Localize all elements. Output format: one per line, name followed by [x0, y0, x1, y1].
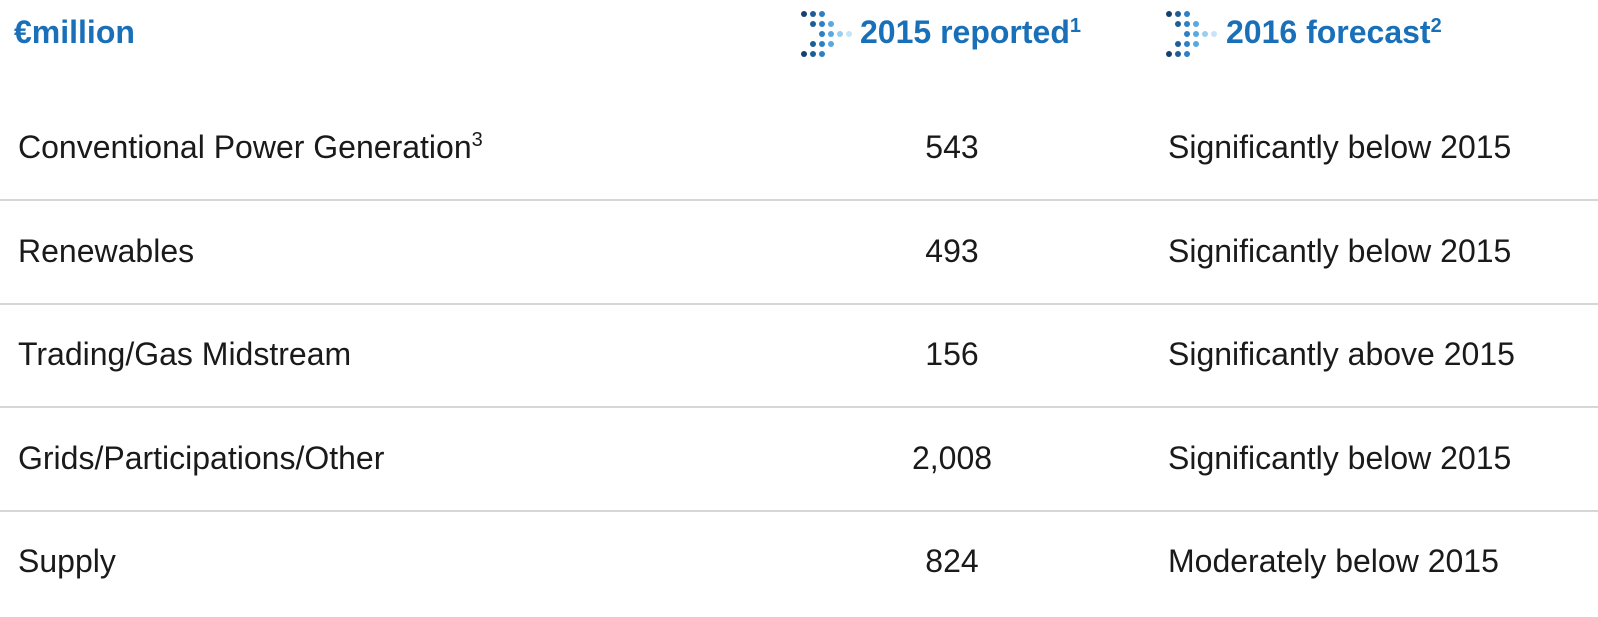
- row-separator: [0, 199, 1598, 201]
- row-separator: [0, 406, 1598, 408]
- table-row: Supply 824 Moderately below 2015: [0, 543, 1598, 583]
- row-label-cell: Trading/Gas Midstream: [18, 336, 351, 373]
- forecast-text: Significantly below 2015: [1168, 232, 1512, 269]
- reported-value: 493: [925, 232, 979, 269]
- row-separator: [0, 509, 1598, 512]
- footnote-mark: 2: [1430, 15, 1442, 37]
- row-separator: [0, 302, 1598, 305]
- row-label: Supply: [18, 543, 116, 579]
- table-row: Trading/Gas Midstream 156 Significantly ab…: [0, 336, 1598, 376]
- forecast-text: Moderately below 2015: [1168, 543, 1499, 579]
- forecast-text: Significantly above 2015: [1168, 336, 1515, 372]
- table-row: Renewables 493 Significantly below 2015: [0, 233, 1598, 273]
- column-title: 2015 reported: [860, 14, 1070, 50]
- footnote-mark: 3: [471, 129, 483, 151]
- row-label-cell: Grids/Participations/Other: [18, 440, 384, 477]
- arrow-icon: [801, 11, 852, 57]
- reported-value: 543: [925, 129, 979, 165]
- row-label: Grids/Participations/Other: [18, 439, 385, 476]
- forecast-text: Significantly below 2015: [1168, 129, 1512, 165]
- row-label-cell: Supply: [18, 543, 116, 580]
- arrow-icon: [1166, 11, 1217, 57]
- table-row: Grids/Participations/Other 2,008 Significa…: [0, 440, 1598, 480]
- column-title: 2016 forecast: [1226, 14, 1431, 50]
- reported-value: 824: [925, 543, 979, 579]
- column-header: 2015 reported1: [860, 14, 1081, 51]
- row-label-cell: Conventional Power Generation3: [18, 129, 483, 166]
- column-header: 2016 forecast2: [1226, 14, 1442, 51]
- row-label: Renewables: [18, 232, 195, 269]
- unit-label: €million: [14, 14, 135, 50]
- row-label: Trading/Gas Midstream: [18, 336, 352, 372]
- forecast-text: Significantly below 2015: [1168, 439, 1512, 476]
- row-label: Conventional Power Generation: [18, 129, 472, 165]
- reported-value: 2,008: [911, 439, 993, 476]
- dots: [1166, 11, 1217, 57]
- row-label-cell: Renewables: [18, 233, 194, 270]
- dots: [801, 11, 852, 57]
- table-row: Conventional Power Generation3 543 Signifi…: [0, 129, 1598, 169]
- reported-value: 156: [925, 336, 979, 372]
- footnote-mark: 1: [1069, 15, 1081, 37]
